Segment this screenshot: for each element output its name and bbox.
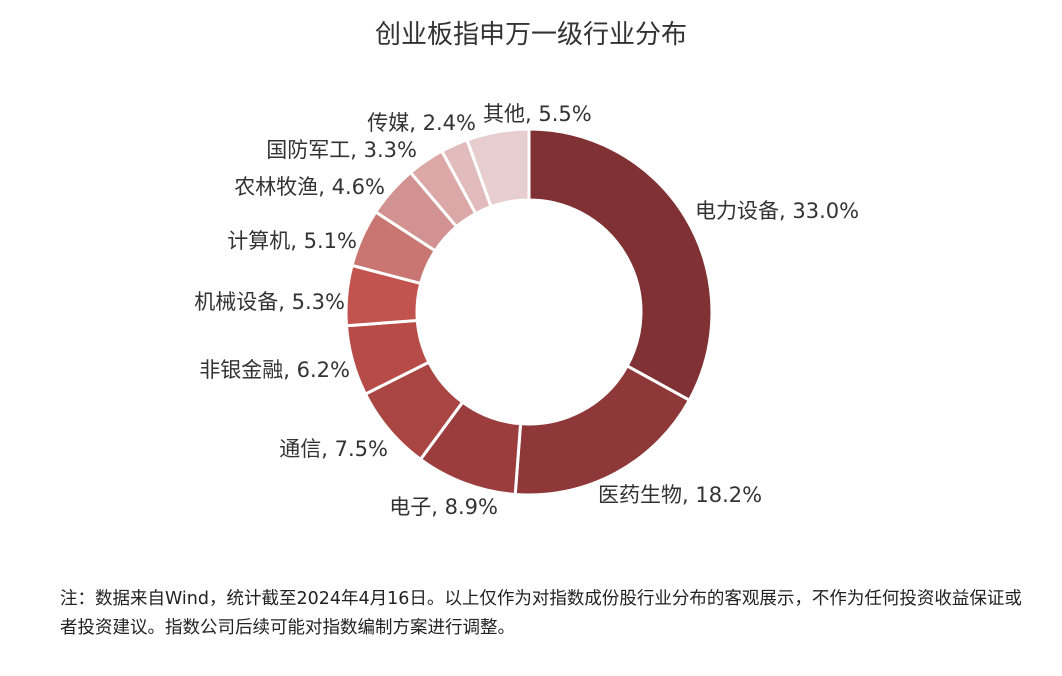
slice-label-8: 农林牧渔, 4.6% xyxy=(234,175,385,199)
slice-label-11: 其他, 5.5% xyxy=(483,102,592,126)
slice-label-9: 国防军工, 3.3% xyxy=(266,138,417,162)
slice-label-10: 传媒, 2.4% xyxy=(367,111,476,135)
slice-label-1: 电力设备, 33.0% xyxy=(695,199,859,223)
slice-label-4: 通信, 7.5% xyxy=(279,437,388,461)
chart-title: 创业板指申万一级行业分布 xyxy=(374,20,687,50)
slice-label-3: 电子, 8.9% xyxy=(389,495,498,519)
slice-label-7: 计算机, 5.1% xyxy=(227,229,357,253)
footnote: 注：数据来自Wind，统计截至2024年4月16日。以上仅作为对指数成份股行业分… xyxy=(60,589,1022,638)
pie-slice-11 xyxy=(465,127,531,209)
slice-label-6: 机械设备, 5.3% xyxy=(194,290,345,314)
slice-label-2: 医药生物, 18.2% xyxy=(598,483,762,507)
pie-slice-1 xyxy=(527,127,714,403)
pie-slice-2 xyxy=(513,363,692,497)
slice-label-5: 非银金融, 6.2% xyxy=(199,358,350,382)
